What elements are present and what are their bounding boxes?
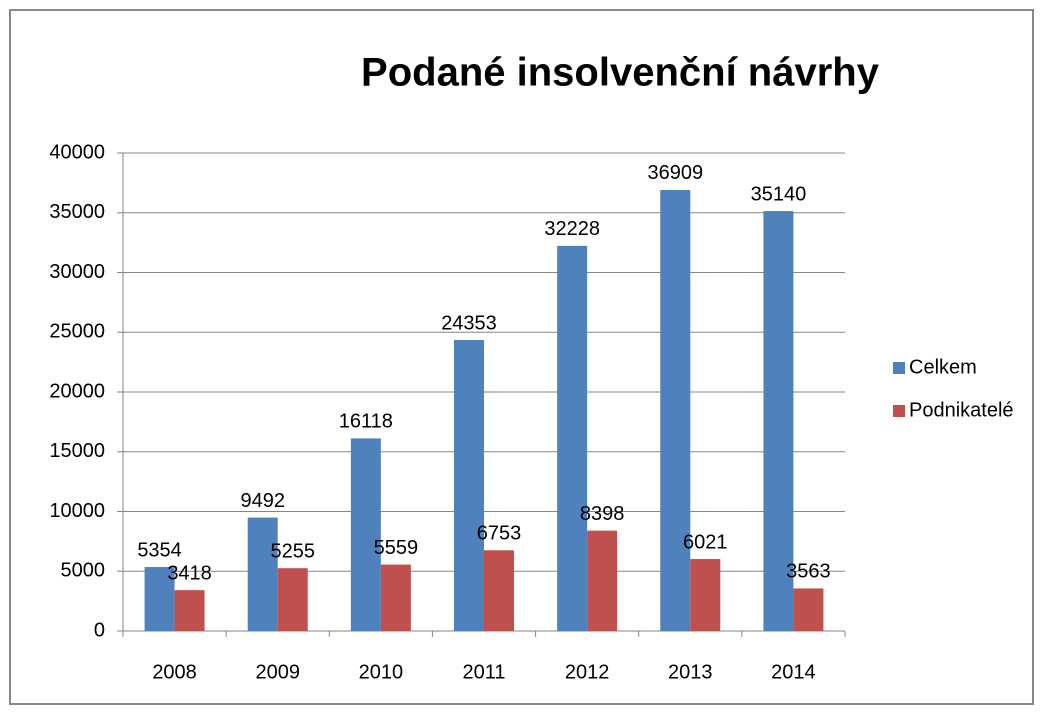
chart-border [9, 9, 1034, 705]
bar [660, 189, 691, 632]
data-label: 5255 [270, 540, 315, 562]
bar [454, 339, 484, 631]
data-label: 24353 [441, 312, 497, 334]
bar [350, 438, 381, 631]
x-tick-label: 2013 [668, 661, 713, 683]
bar [277, 568, 308, 631]
legend-swatch [893, 362, 905, 374]
y-tick-label: 30000 [49, 261, 105, 283]
y-tick-label: 0 [94, 619, 105, 641]
data-label: 5559 [374, 537, 419, 559]
data-label: 16118 [339, 411, 393, 433]
x-tick-label: 2014 [771, 661, 816, 683]
data-label: 8398 [580, 503, 625, 525]
x-tick-label: 2009 [255, 661, 300, 683]
legend-swatch [893, 405, 905, 417]
data-label: 6021 [683, 531, 728, 553]
bar [557, 245, 588, 631]
x-tick-label: 2012 [565, 661, 610, 683]
bar [793, 588, 824, 631]
data-label: 3563 [786, 561, 831, 583]
y-tick-label: 15000 [49, 440, 105, 462]
legend-label: Celkem [909, 356, 977, 378]
data-label: 9492 [240, 490, 285, 512]
bar [380, 564, 411, 631]
bar [587, 530, 618, 631]
bar [247, 517, 278, 631]
bar [763, 211, 794, 631]
data-label: 6753 [477, 523, 522, 545]
y-tick-label: 40000 [49, 141, 105, 163]
data-label: 36909 [647, 162, 703, 184]
bar [174, 590, 205, 631]
data-label: 35140 [751, 183, 807, 205]
x-tick-label: 2008 [152, 661, 197, 683]
chart-title: Podané insolvenční návrhy [361, 51, 880, 95]
data-label: 5354 [137, 539, 182, 561]
y-tick-label: 5000 [61, 560, 106, 582]
y-tick-label: 35000 [49, 201, 105, 223]
x-tick-label: 2010 [359, 661, 404, 683]
x-tick-label: 2011 [462, 661, 505, 683]
y-tick-label: 10000 [49, 500, 105, 522]
y-tick-label: 25000 [49, 321, 105, 343]
bar [144, 567, 175, 631]
y-tick-label: 20000 [49, 380, 105, 402]
legend-label: Podnikatelé [909, 399, 1014, 421]
data-label: 32228 [544, 218, 600, 240]
bar [690, 559, 721, 631]
data-label: 3418 [167, 562, 212, 584]
bar [484, 550, 514, 631]
